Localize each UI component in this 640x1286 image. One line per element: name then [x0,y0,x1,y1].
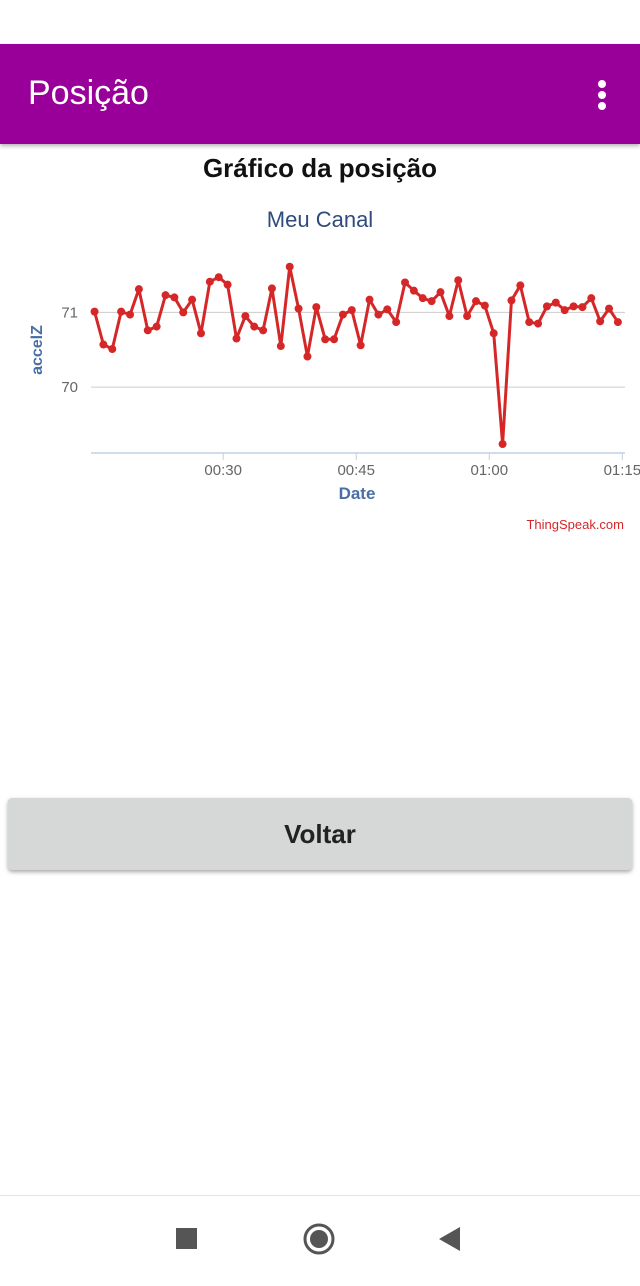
data-point [285,262,294,271]
data-point [347,306,356,315]
data-point [613,318,622,327]
home-button[interactable] [303,1223,335,1255]
data-point [454,276,463,285]
app-bar: Posição [0,44,640,144]
data-point [223,280,232,289]
data-point [560,306,569,315]
data-point [480,301,489,310]
data-line [93,265,620,446]
y-axis-label: accelZ [29,325,46,375]
data-point [321,335,330,344]
data-point [507,296,516,305]
data-point [90,307,99,316]
data-point [365,295,374,304]
chart-title: Meu Canal [267,207,373,232]
data-point [152,322,161,331]
data-point [250,322,259,331]
heading: Gráfico da posição [202,153,438,183]
app-bar-title: Posição [28,74,149,112]
x-tick-label: 00:30 [204,462,242,479]
data-point [108,345,117,354]
data-point [276,342,285,351]
data-point [436,288,445,297]
data-point [188,295,197,304]
data-point [161,291,170,300]
recents-button[interactable] [176,1228,197,1249]
data-point [134,285,143,294]
data-point [303,352,312,361]
data-point [232,334,241,343]
data-point [117,307,126,316]
data-point [409,286,418,295]
chart: Meu Canal Date accelZ ThingSpeak.com 70 7… [29,207,640,532]
x-tick-label: 01:00 [471,462,509,479]
data-point [267,284,276,293]
data-point [338,310,347,319]
back-button[interactable]: Voltar [8,798,632,870]
back-nav-button[interactable] [439,1227,460,1251]
x-axis-label: Date [339,484,376,503]
data-point [99,340,108,349]
data-point [445,312,454,321]
data-point [259,326,268,335]
overflow-menu[interactable] [598,80,606,113]
data-point [126,310,135,319]
credit[interactable]: ThingSpeak.com [526,517,624,532]
data-point [392,318,401,327]
x-tick-label: 01:15 [604,462,640,479]
data-point [605,304,614,313]
data-point [205,277,214,286]
nav-icons [176,1223,460,1255]
data-point [401,278,410,287]
data-point [330,335,339,344]
data-point [471,297,480,306]
data-point [551,298,560,307]
x-tick-label: 00:45 [337,462,375,479]
data-point [578,303,587,312]
data-point [356,341,365,350]
y-tick-label: 70 [61,379,78,396]
data-point [596,317,605,326]
data-point [534,319,543,328]
data-point [489,329,498,338]
nav-bar [0,1195,640,1281]
data-point [463,312,472,321]
data-point [294,304,303,313]
data-point [542,302,551,311]
data-point [383,305,392,314]
data-point [498,440,507,449]
data-point [525,318,534,327]
data-point [312,303,321,312]
y-tick-label: 71 [61,304,78,321]
data-point [516,281,525,290]
data-point [170,293,179,302]
data-point [418,294,427,303]
data-point [179,308,188,317]
data-point [196,329,205,338]
data-point [569,302,578,311]
data-point [241,312,250,321]
data-point [427,297,436,306]
data-point [374,310,383,319]
data-point [587,294,596,303]
data-point [214,273,223,282]
data-point [143,326,152,335]
